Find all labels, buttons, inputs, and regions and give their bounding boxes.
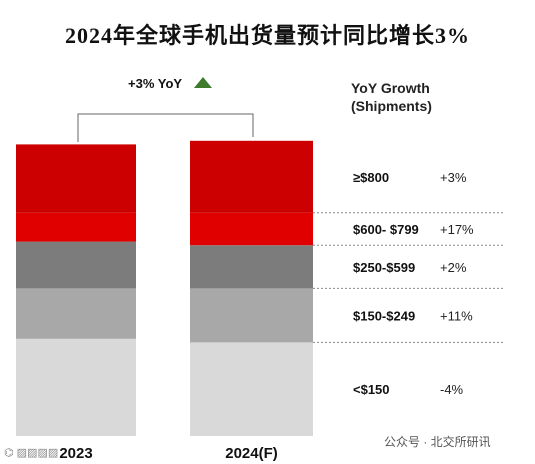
row-growth-value: +11% <box>440 308 473 323</box>
x-tick-label: 2023 <box>59 445 92 462</box>
bar-segment-2023-4 <box>16 144 136 213</box>
chart-title: 2024年全球手机出货量预计同比增长3% <box>64 23 470 48</box>
bars-group <box>16 140 313 436</box>
row-growth-value: +17% <box>440 222 474 237</box>
up-arrow-icon <box>194 77 212 88</box>
row-label-segment: $150-$249 <box>353 308 415 323</box>
x-axis-ticks: 2023 2024(F) <box>59 445 277 462</box>
x-tick-label: 2024(F) <box>225 445 278 462</box>
yoy-total-label: +3% YoY <box>128 76 182 91</box>
bar-segment-2023-1 <box>16 288 136 339</box>
comparison-bracket <box>77 113 254 142</box>
row-growth-value: +3% <box>440 170 467 185</box>
bar-segment-2023-2 <box>16 241 136 289</box>
row-labels: <$150 -4% $150-$249 +11% $250-$599 +2% $600- $… <box>353 170 474 397</box>
row-growth-value: -4% <box>440 382 464 397</box>
row-label-segment: $250-$599 <box>353 260 415 275</box>
bar-segment-2024F-4 <box>190 140 313 213</box>
row-label-segment: <$150 <box>353 382 390 397</box>
row-growth-value: +2% <box>440 260 467 275</box>
bar-segment-2024F-3 <box>190 212 313 246</box>
growth-title-line2: (Shipments) <box>351 98 432 114</box>
watermark-right: 公众号 · 北交所研讯 <box>384 435 491 449</box>
bar-segment-2024F-2 <box>190 245 313 289</box>
row-label-segment: ≥$800 <box>353 170 389 185</box>
bar-segment-2024F-0 <box>190 342 313 436</box>
bar-segment-2023-3 <box>16 212 136 242</box>
row-label-segment: $600- $799 <box>353 222 419 237</box>
growth-title-line1: YoY Growth <box>351 80 430 96</box>
bar-segment-2023-0 <box>16 338 136 436</box>
watermark-left: ⌬ ▨▨▨▨ <box>4 447 59 459</box>
row-dividers <box>313 212 505 343</box>
bar-segment-2024F-1 <box>190 288 313 343</box>
